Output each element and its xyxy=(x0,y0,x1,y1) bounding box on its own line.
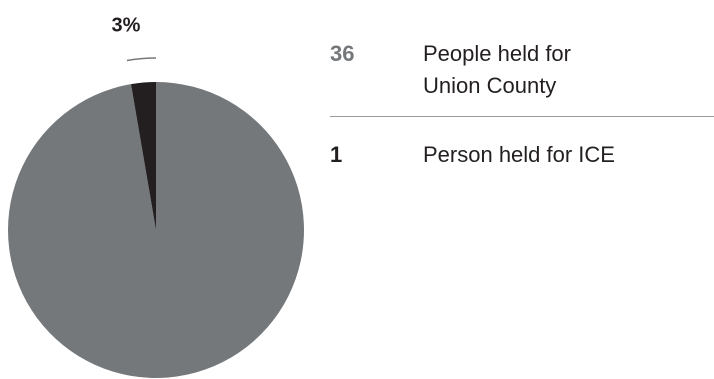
slice-label: 3% xyxy=(112,14,141,36)
chart: 3% xyxy=(8,14,305,379)
legend: 36 People held for Union County 1 Person he… xyxy=(330,26,714,185)
legend-item: 36 People held for Union County xyxy=(330,26,714,116)
legend-value: 1 xyxy=(330,142,343,167)
leader-line xyxy=(126,57,157,62)
pie-slice xyxy=(8,82,305,379)
legend-label: People held for Union County xyxy=(423,41,571,98)
legend-label: Person held for ICE xyxy=(423,142,615,167)
pie-slice xyxy=(130,82,156,230)
legend-item: 1 Person held for ICE xyxy=(330,116,714,185)
legend-value: 36 xyxy=(330,41,355,66)
